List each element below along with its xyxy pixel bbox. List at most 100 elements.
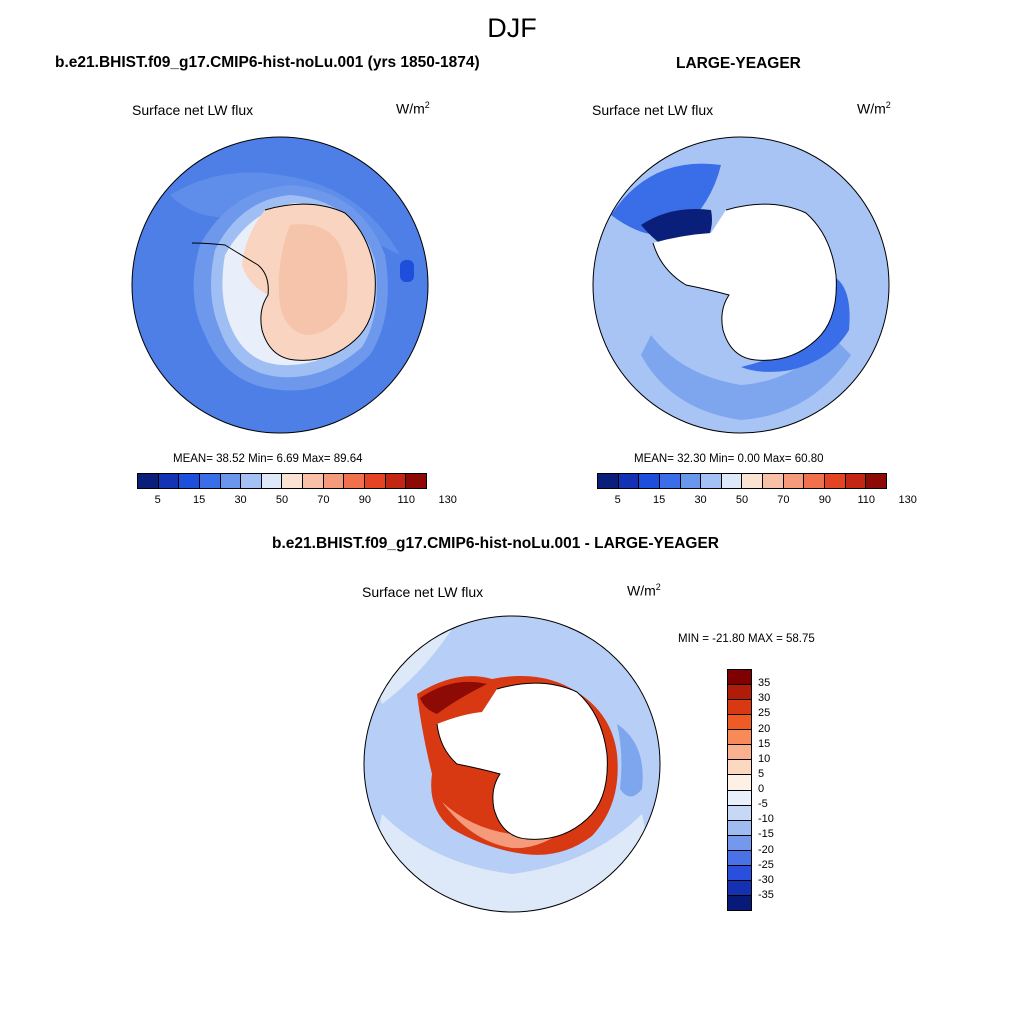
colorbar-swatch [282, 474, 304, 488]
colorbar-tick-label: 70 [317, 494, 330, 506]
panel2-antarctica-mask [653, 204, 837, 361]
panel1-variable-label: Surface net LW flux [132, 102, 254, 118]
panel2-title: LARGE-YEAGER [676, 55, 801, 72]
colorbar-swatch [866, 474, 886, 488]
colorbar-tick-label: 5 [614, 494, 621, 506]
colorbar-swatch [639, 474, 660, 488]
panel3-units: W/m2 [627, 582, 661, 599]
panel2-stats: MEAN= 32.30 Min= 0.00 Max= 60.80 [634, 453, 824, 465]
colorbar-tick-label: -5 [758, 798, 768, 811]
colorbar-tick-label: 15 [193, 494, 206, 506]
colorbar-tick-label: 30 [694, 494, 707, 506]
colorbar-swatch [618, 474, 640, 488]
colorbar-swatch [728, 745, 751, 761]
colorbar-swatch [728, 790, 751, 806]
panel3-antarctica-mask [437, 683, 608, 840]
panel3-variable-label: Surface net LW flux [362, 584, 484, 600]
figure-title: DJF [487, 13, 537, 43]
panel3-map-border [363, 615, 661, 913]
panel2-units: W/m2 [857, 100, 891, 117]
colorbar-swatch [728, 715, 751, 731]
colorbar-swatch [261, 474, 283, 488]
colorbar-swatch [344, 474, 366, 488]
colorbar-swatch [825, 474, 846, 488]
colorbar-tick-label: -25 [758, 858, 774, 871]
colorbar-tick-label: 25 [758, 707, 771, 720]
colorbar-swatch [406, 474, 426, 488]
colorbar-swatch [659, 474, 681, 488]
panel1-ocean-band [170, 172, 400, 255]
colorbar-tick-label: 110 [397, 494, 416, 506]
colorbar-swatch [728, 685, 751, 701]
colorbar-swatch [179, 474, 200, 488]
colorbar-swatch [742, 474, 764, 488]
colorbar-swatch [763, 474, 784, 488]
colorbar-swatch [241, 474, 262, 488]
panel3-stats: MIN = -21.80 MAX = 58.75 [678, 633, 815, 645]
panel3-ocean-light [364, 814, 660, 912]
colorbar-swatch [365, 474, 386, 488]
colorbar-tick-label: 10 [758, 752, 771, 765]
colorbar-tick-label: 5 [758, 767, 765, 780]
colorbar-swatch [598, 474, 619, 488]
colorbar-swatch [804, 474, 826, 488]
panel2-colorbar [597, 473, 887, 489]
colorbar-swatch [728, 775, 751, 791]
colorbar-swatch [728, 805, 751, 821]
colorbar-swatch [728, 895, 751, 910]
colorbar-tick-label: -35 [758, 888, 774, 901]
colorbar-swatch [701, 474, 722, 488]
panel2-coastal-dark [741, 275, 850, 372]
panel3-ocean-light-nw [372, 629, 452, 704]
colorbar-tick-label: 5 [154, 494, 161, 506]
panel1-colorbar [137, 473, 427, 489]
colorbar-tick-label: 30 [758, 692, 771, 705]
colorbar-swatch [845, 474, 867, 488]
colorbar-tick-label: 20 [758, 722, 771, 735]
colorbar-swatch [138, 474, 159, 488]
colorbar-swatch [220, 474, 242, 488]
colorbar-tick-label: 0 [758, 783, 765, 795]
colorbar-tick-label: -30 [758, 873, 774, 886]
panel1-title: b.e21.BHIST.f09_g17.CMIP6-hist-noLu.001 … [55, 54, 480, 71]
colorbar-tick-label: 35 [758, 677, 771, 690]
panel1-stats: MEAN= 38.52 Min= 6.69 Max= 89.64 [173, 453, 363, 465]
colorbar-swatch [728, 865, 751, 881]
colorbar-swatch [721, 474, 743, 488]
panel2-variable-label: Surface net LW flux [592, 102, 714, 118]
colorbar-swatch [158, 474, 180, 488]
colorbar-swatch [728, 835, 751, 851]
panel3-coastline [436, 682, 608, 840]
panel1-interior-high [278, 224, 348, 335]
colorbar-swatch [728, 670, 751, 686]
colorbar-tick-label: 15 [758, 737, 771, 750]
colorbar-tick-label: 50 [275, 494, 289, 506]
colorbar-swatch [728, 880, 751, 896]
panel1-coastline [191, 203, 376, 361]
colorbar-tick-label: 30 [234, 494, 247, 506]
panel1-low-patch [400, 260, 414, 282]
panel2-coastline [652, 203, 837, 361]
colorbar-tick-label: -15 [758, 828, 774, 841]
colorbar-tick-label: 110 [857, 494, 876, 506]
colorbar-tick-label: -20 [758, 843, 774, 856]
colorbar-tick-label: 15 [653, 494, 666, 506]
colorbar-swatch [385, 474, 407, 488]
colorbar-swatch [680, 474, 702, 488]
colorbar-swatch [728, 850, 751, 866]
colorbar-tick-label: 130 [898, 494, 917, 506]
panel3-ring-max [420, 681, 487, 714]
colorbar-swatch [728, 760, 751, 776]
panel2-map-border [592, 136, 890, 434]
panel1-polar-map [131, 136, 429, 434]
colorbar-tick-label: 70 [777, 494, 790, 506]
panel2-ocean-mid [641, 335, 851, 420]
panel3-colorbar [727, 669, 752, 911]
panel1-units: W/m2 [396, 100, 430, 117]
colorbar-tick-label: 50 [735, 494, 749, 506]
colorbar-swatch [323, 474, 345, 488]
colorbar-swatch [783, 474, 805, 488]
colorbar-swatch [199, 474, 221, 488]
panel3-title: b.e21.BHIST.f09_g17.CMIP6-hist-noLu.001 … [272, 535, 720, 552]
panel1-map-border [131, 136, 429, 434]
